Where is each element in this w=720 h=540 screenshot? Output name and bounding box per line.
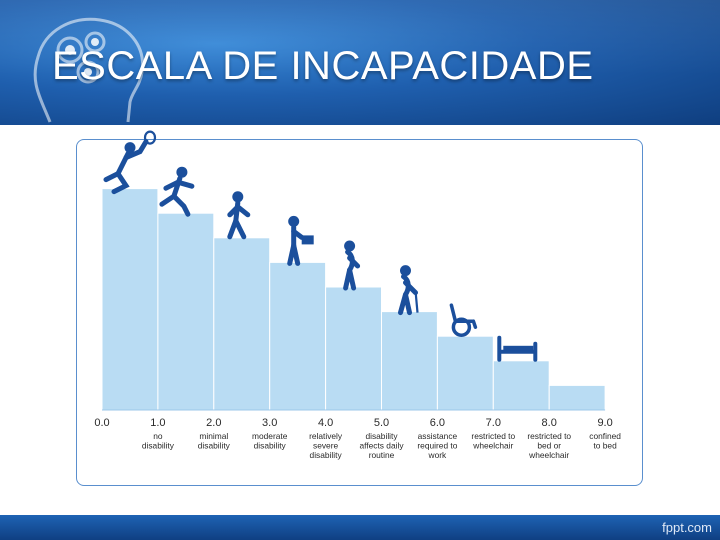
scale-description: confined (589, 431, 621, 441)
bed-icon (497, 335, 538, 362)
scale-description: restricted to (527, 431, 571, 441)
scale-description: restricted to (471, 431, 515, 441)
tick-label: 2.0 (206, 417, 221, 429)
scale-description: disability (142, 441, 175, 451)
steps-group (101, 188, 606, 411)
step-1 (101, 188, 159, 411)
scale-description: disability (365, 431, 398, 441)
scale-description: assistance (418, 431, 458, 441)
step-6 (381, 311, 438, 411)
step-8 (492, 360, 550, 411)
scale-description: disability (310, 450, 343, 460)
scale-description: moderate (252, 431, 288, 441)
scale-description: wheelchair (528, 450, 569, 460)
footer-brand: fppt.com (662, 520, 712, 535)
scale-description: to bed (593, 441, 617, 451)
descriptions-group: nodisabilityminimaldisabilitymoderatedis… (142, 431, 621, 460)
person-with-briefcase-icon (287, 215, 314, 266)
figure-frame (76, 139, 643, 486)
scale-description: wheelchair (472, 441, 513, 451)
scale-description: minimal (199, 431, 228, 441)
step-7 (436, 335, 494, 411)
tick-label: 5.0 (374, 417, 389, 429)
tick-label: 0.0 (94, 417, 109, 429)
scale-description: disability (254, 441, 287, 451)
scale-description: bed or (537, 441, 561, 451)
step-3 (213, 237, 271, 411)
scale-description: severe (313, 441, 338, 451)
step-9 (548, 384, 606, 411)
hunched-person-icon (343, 240, 361, 291)
person-with-cane-icon (398, 265, 419, 316)
tick-label: 8.0 (542, 417, 557, 429)
tick-labels-group: 0.0 1.0 2.0 3.0 4.0 5.0 6.0 7.0 8.0 9.0 (94, 417, 612, 429)
tick-label: 4.0 (318, 417, 333, 429)
running-person-icon (159, 166, 195, 217)
tick-label: 9.0 (597, 417, 612, 429)
tick-label: 1.0 (150, 417, 165, 429)
scale-description: disability (198, 441, 231, 451)
slide-footer: fppt.com (0, 515, 720, 540)
scale-description: no (153, 431, 163, 441)
scale-description: work (428, 450, 447, 460)
scale-description: affects daily (359, 441, 404, 451)
brain-gears-icon (33, 17, 145, 123)
walking-person-icon (227, 191, 251, 240)
slide-title: ESCALA DE INCAPACIDADE (52, 44, 594, 88)
tick-label: 7.0 (486, 417, 501, 429)
tick-label: 3.0 (262, 417, 277, 429)
tennis-player-icon (103, 130, 157, 195)
tick-label: 6.0 (430, 417, 445, 429)
scale-description: required to (417, 441, 457, 451)
wheelchair-icon (449, 303, 478, 337)
header-shine (0, 0, 720, 125)
icons-group (103, 130, 538, 362)
step-4 (269, 261, 327, 411)
scale-description: relatively (309, 431, 343, 441)
scale-description: routine (369, 450, 395, 460)
step-2 (157, 212, 215, 411)
step-5 (325, 286, 383, 411)
slide-header: ESCALA DE INCAPACIDADE (0, 0, 720, 125)
